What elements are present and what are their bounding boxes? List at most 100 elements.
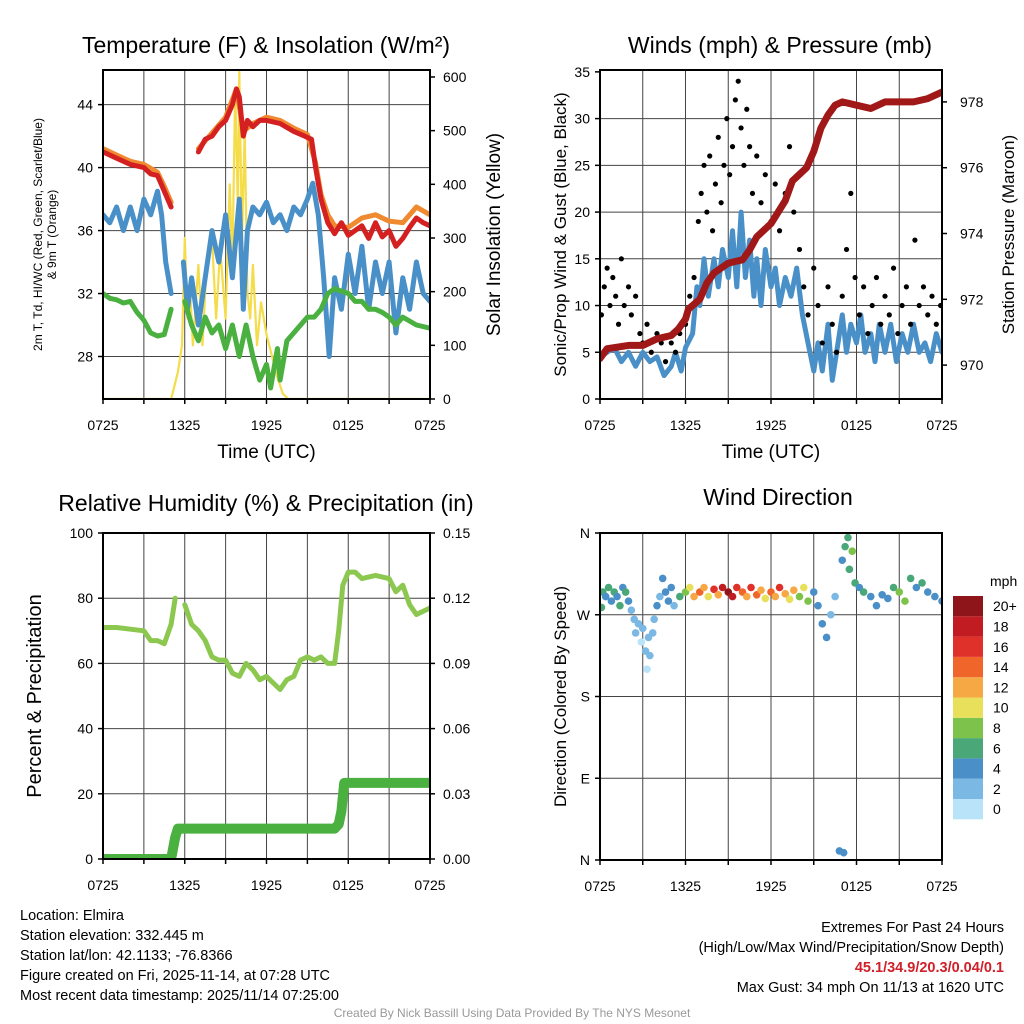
ytick-label: W	[577, 607, 591, 623]
wind-direction-point	[690, 592, 698, 601]
wind-direction-point	[931, 592, 939, 601]
wind-gust-point	[786, 144, 793, 150]
legend-label: 14	[993, 659, 1009, 675]
wind-direction-point	[718, 583, 727, 592]
wind-direction-point	[710, 585, 718, 594]
wind-direction-point	[818, 620, 827, 628]
wind-gust-point	[687, 293, 693, 299]
wind-direction-point	[631, 629, 640, 637]
ytick-label: 30	[574, 111, 590, 127]
ytick-label: 40	[77, 721, 93, 737]
y2tick-label: 976	[960, 160, 984, 176]
wind-gust-point	[625, 284, 632, 290]
wind-gust-point	[729, 144, 736, 150]
created-text: Figure created on Fri, 2025-11-14, at 07…	[20, 968, 331, 984]
y-axis-label: Percent & Precipitation	[24, 594, 46, 797]
wind-gust-point	[762, 172, 768, 178]
ytick-label: 20	[77, 786, 93, 802]
wind-direction-point	[785, 595, 794, 604]
wind-direction-point	[841, 542, 849, 551]
wind-direction-point	[912, 583, 921, 592]
wind-gust-point	[856, 312, 862, 318]
wind-gust-point	[654, 330, 660, 337]
xtick-label: 0725	[414, 877, 445, 893]
wind-gust-point	[925, 312, 931, 318]
xtick-label: 1925	[251, 877, 282, 893]
wind-direction-point	[757, 586, 765, 595]
wind-direction-point	[613, 592, 621, 601]
wind-gust-point	[709, 228, 716, 234]
ytick-label: 15	[574, 251, 590, 267]
wind-direction-point	[889, 583, 898, 592]
y2tick-label: 0.03	[443, 786, 470, 802]
wind-direction-point	[918, 579, 926, 587]
chart-title: Wind Direction	[703, 484, 853, 510]
wind-gust-point	[662, 359, 669, 365]
extremes-title: Extremes For Past 24 Hours	[821, 920, 1004, 936]
y2tick-label: 978	[960, 94, 984, 110]
ytick-label: 20	[574, 204, 590, 220]
wind-direction-point	[795, 592, 804, 601]
legend-swatch	[953, 799, 983, 820]
2m-td-line	[103, 291, 174, 339]
y2-axis-label: Solar Insolation (Yellow)	[484, 133, 505, 336]
wind-gust-point	[701, 162, 707, 168]
wind-direction-point	[607, 597, 616, 605]
legend-swatch	[953, 738, 983, 759]
wind-direction-point	[685, 583, 694, 592]
wind-gust-point	[735, 78, 741, 84]
plot-frame	[102, 69, 431, 400]
x-axis-label: Time (UTC)	[217, 442, 316, 463]
wind-direction-point	[646, 651, 654, 660]
y2tick-label: 500	[443, 123, 467, 139]
wind-direction-point	[804, 597, 812, 605]
wind-gust-point	[903, 284, 909, 290]
y-axis-label: 2m T, Td, HI/WC (Red, Green, Scarlet/Blu…	[31, 118, 45, 351]
max-gust-text: Max Gust: 34 mph On 11/13 at 1620 UTC	[736, 980, 1004, 996]
wind-gust-point	[843, 246, 850, 253]
y2tick-label: 0.09	[443, 655, 470, 671]
wind-direction-point	[700, 583, 708, 592]
location-text: Location: Elmira	[20, 908, 124, 924]
wind-direction-point	[676, 592, 684, 601]
hi-wc-line	[180, 180, 430, 359]
y2tick-label: 200	[443, 284, 467, 300]
wind-gust-point	[732, 97, 738, 103]
wind-gust-point	[833, 349, 840, 355]
plot-area	[103, 569, 430, 859]
wind-direction-point	[866, 592, 875, 601]
wind-direction-point	[775, 583, 784, 592]
legend-swatch	[953, 596, 983, 617]
wind-direction-point	[839, 848, 848, 857]
wind-gust-point	[637, 330, 643, 337]
y2tick-label: 0.00	[443, 851, 470, 867]
wind-direction-point	[604, 583, 613, 592]
wind-gust-point	[601, 284, 607, 290]
y-axis-label: Direction (Colored By Speed)	[551, 586, 570, 807]
legend-label: 18	[993, 618, 1009, 634]
wind-gust-point	[724, 116, 730, 122]
wind-direction-point	[781, 590, 790, 598]
wind-gust-point	[920, 284, 927, 290]
ytick-label: 32	[77, 286, 93, 302]
wind-gust-point	[718, 200, 724, 206]
xtick-label: 1925	[251, 417, 282, 433]
latlon-text: Station lat/lon: 42.1133; -76.8366	[20, 948, 233, 964]
wind-gust-point	[712, 181, 719, 187]
ytick-label: 80	[77, 590, 93, 606]
wind-gust-point	[738, 125, 744, 131]
wind-gust-point	[933, 321, 939, 327]
legend-label: 20+	[993, 598, 1017, 614]
wind-gust-point	[912, 237, 918, 243]
wind-direction-point	[822, 633, 831, 642]
y2tick-label: 300	[443, 230, 467, 246]
wind-gust-point	[727, 172, 733, 178]
wind-direction-point	[831, 592, 839, 601]
wind-gust-point	[698, 190, 704, 196]
wind-gust-point	[758, 200, 764, 206]
wind-direction-point	[809, 588, 818, 596]
wind-gust-point	[882, 293, 888, 299]
wind-gust-point	[801, 284, 807, 290]
wind-gust-point	[890, 265, 897, 271]
wind-gust-point	[815, 302, 821, 309]
